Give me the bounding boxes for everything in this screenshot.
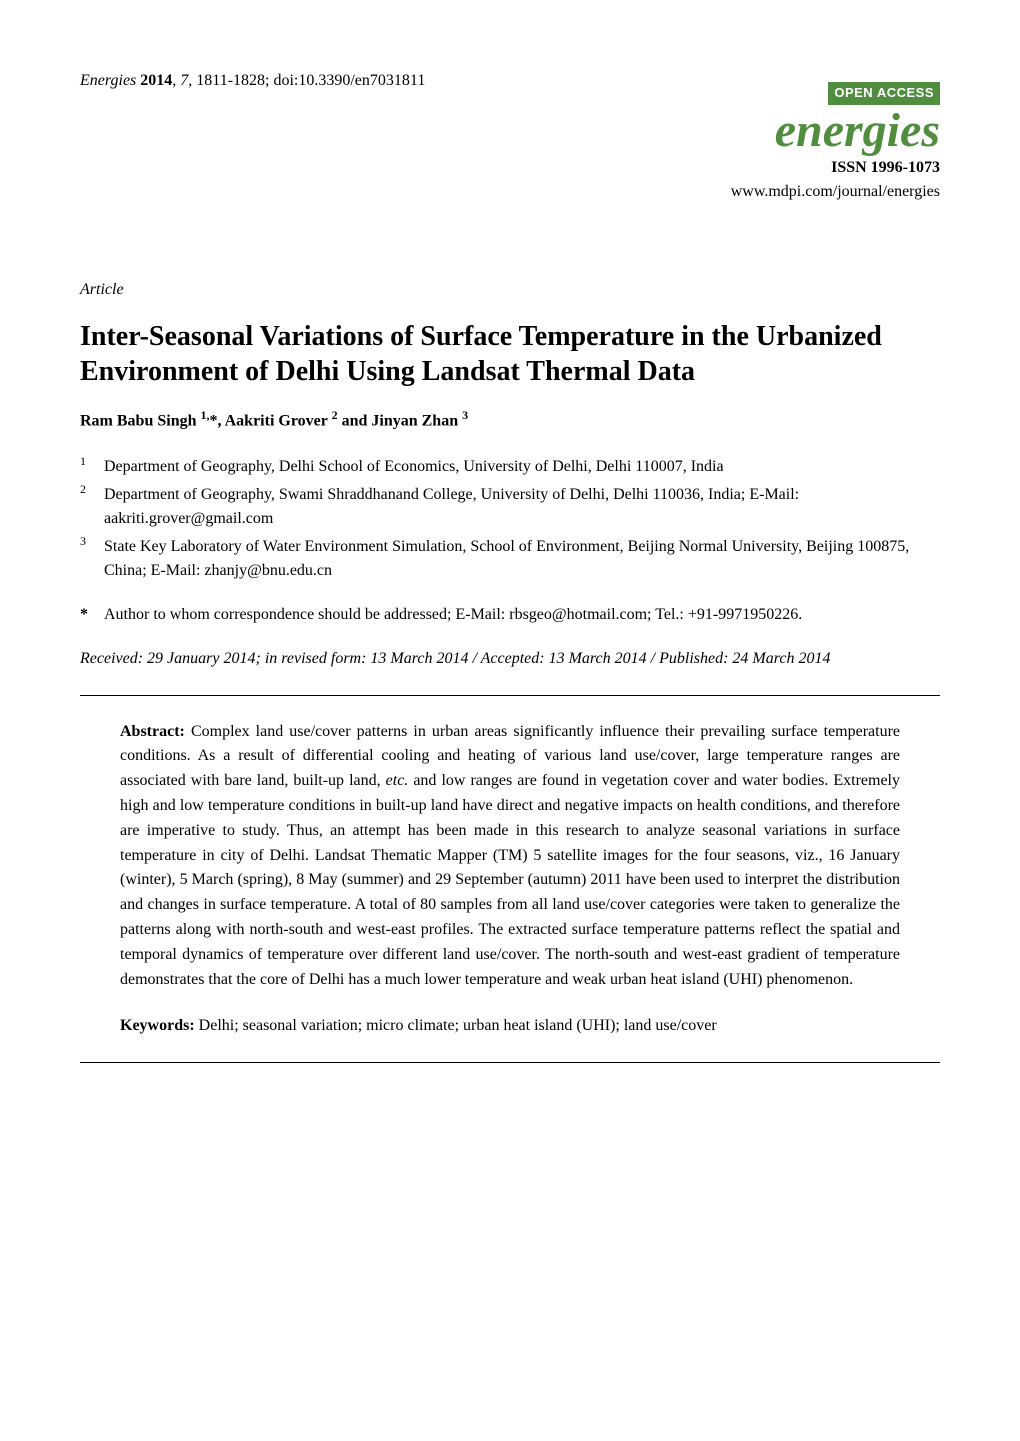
keywords-label: Keywords:: [120, 1017, 195, 1034]
open-access-badge: OPEN ACCESS: [828, 82, 940, 104]
keywords-text: Delhi; seasonal variation; micro climate…: [195, 1017, 717, 1034]
author-1-corr: *: [210, 412, 218, 429]
correspondence-marker: *: [80, 603, 104, 627]
article-type: Article: [80, 279, 940, 301]
affiliation-3: 3 State Key Laboratory of Water Environm…: [80, 535, 940, 583]
journal-url: www.mdpi.com/journal/energies: [731, 181, 940, 203]
journal-name: Energies: [80, 72, 136, 89]
bottom-rule: [80, 1062, 940, 1063]
journal-logo: energies: [731, 107, 940, 155]
affiliation-3-text: State Key Laboratory of Water Environmen…: [104, 535, 940, 583]
correspondence-text: Author to whom correspondence should be …: [104, 603, 940, 627]
author-2: Aakriti Grover: [225, 412, 328, 429]
correspondence: * Author to whom correspondence should b…: [80, 603, 940, 627]
abstract-text: Abstract: Complex land use/cover pattern…: [120, 720, 900, 993]
article-title: Inter-Seasonal Variations of Surface Tem…: [80, 319, 940, 389]
affiliation-3-num: 3: [80, 532, 104, 580]
journal-masthead: OPEN ACCESS energies ISSN 1996-1073 www.…: [731, 82, 940, 203]
author-3-affil: 3: [462, 408, 468, 422]
author-3: Jinyan Zhan: [371, 412, 458, 429]
abstract-label: Abstract:: [120, 723, 185, 740]
affiliation-1-num: 1: [80, 452, 104, 476]
journal-year: 2014: [140, 72, 172, 89]
affiliation-2: 2 Department of Geography, Swami Shraddh…: [80, 483, 940, 531]
affiliation-2-num: 2: [80, 480, 104, 528]
affiliations-block: 1 Department of Geography, Delhi School …: [80, 455, 940, 583]
abstract-etc: etc.: [386, 772, 409, 789]
author-1: Ram Babu Singh: [80, 412, 197, 429]
abstract-section: Abstract: Complex land use/cover pattern…: [80, 696, 940, 1039]
page-range: 1811-1828: [196, 72, 265, 89]
affiliation-1: 1 Department of Geography, Delhi School …: [80, 455, 940, 479]
doi: doi:10.3390/en7031811: [273, 72, 425, 89]
author-1-affil: 1,: [201, 408, 210, 422]
author-list: Ram Babu Singh 1,*, Aakriti Grover 2 and…: [80, 407, 940, 433]
keywords: Keywords: Delhi; seasonal variation; mic…: [120, 1014, 900, 1038]
issn: ISSN 1996-1073: [731, 157, 940, 179]
affiliation-1-text: Department of Geography, Delhi School of…: [104, 455, 940, 479]
affiliation-2-text: Department of Geography, Swami Shraddhan…: [104, 483, 940, 531]
article-dates: Received: 29 January 2014; in revised fo…: [80, 647, 940, 671]
